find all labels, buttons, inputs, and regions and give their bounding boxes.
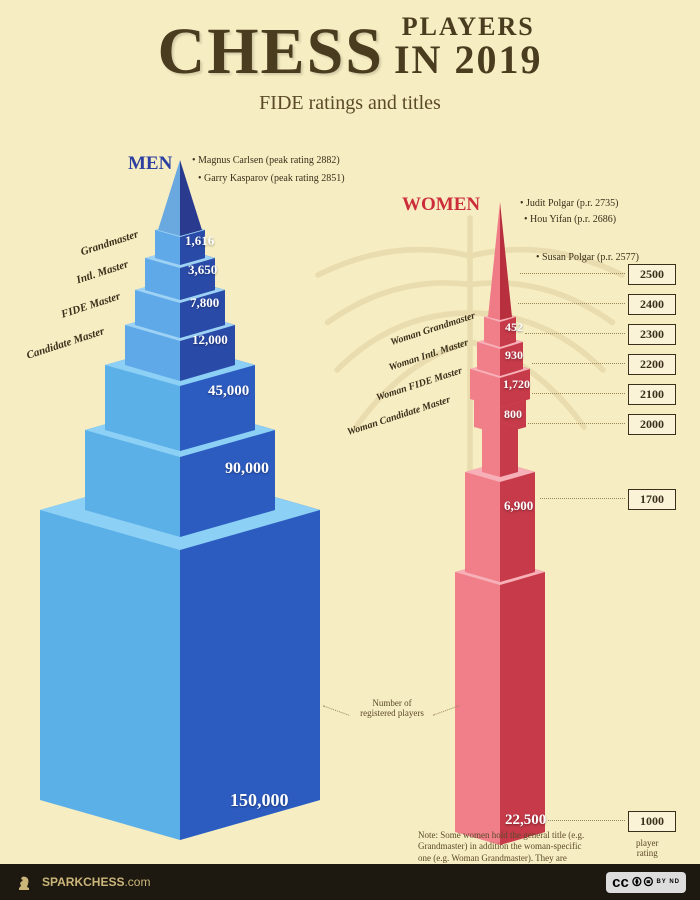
title-block: CHESS PLAYERS IN 2019 FIDE ratings and t… xyxy=(0,0,700,115)
rating-2100: 2100 xyxy=(628,384,676,405)
men-value-0: 1,616 xyxy=(185,233,214,249)
men-value-6: 150,000 xyxy=(230,790,289,811)
women-value-5: 22,500 xyxy=(505,812,546,829)
women-value-1: 930 xyxy=(505,348,523,363)
rating-2300: 2300 xyxy=(628,324,676,345)
rating-1000: 1000 xyxy=(628,811,676,832)
women-value-3: 800 xyxy=(504,407,522,422)
title-year: IN 2019 xyxy=(394,40,542,80)
footer-brand: SPARKCHESS xyxy=(42,875,124,889)
knight-icon xyxy=(14,872,34,892)
women-value-2: 1,720 xyxy=(503,377,530,392)
rating-2500: 2500 xyxy=(628,264,676,285)
cc-license-badge: cc 🅯 ⊜ BY ND xyxy=(606,872,686,893)
footer-tld: .com xyxy=(124,875,150,889)
footer: SPARKCHESS.com cc 🅯 ⊜ BY ND xyxy=(0,864,700,900)
rating-1700: 1700 xyxy=(628,489,676,510)
men-value-5: 90,000 xyxy=(225,460,269,478)
subtitle: FIDE ratings and titles xyxy=(0,92,700,115)
women-value-0: 452 xyxy=(505,320,523,335)
men-peak-0: Magnus Carlsen (peak rating 2882) xyxy=(192,155,340,166)
caption-rating: player rating xyxy=(636,838,659,858)
title-main: CHESS xyxy=(158,14,384,90)
women-peak-0: Judit Polgar (p.r. 2735) xyxy=(520,198,619,209)
men-peak-1: Garry Kasparov (peak rating 2851) xyxy=(198,173,345,184)
rating-2200: 2200 xyxy=(628,354,676,375)
women-value-4: 6,900 xyxy=(504,498,533,514)
men-value-2: 7,800 xyxy=(190,295,219,311)
women-tower xyxy=(420,192,580,852)
men-value-4: 45,000 xyxy=(208,383,249,400)
men-value-1: 3,650 xyxy=(188,262,217,278)
women-peak-2: Susan Polgar (p.r. 2577) xyxy=(536,252,639,263)
caption-registered: Number of registered players xyxy=(352,698,432,718)
rating-2400: 2400 xyxy=(628,294,676,315)
men-value-3: 12,000 xyxy=(192,332,228,348)
rating-2000: 2000 xyxy=(628,414,676,435)
women-peak-1: Hou Yifan (p.r. 2686) xyxy=(524,214,616,225)
